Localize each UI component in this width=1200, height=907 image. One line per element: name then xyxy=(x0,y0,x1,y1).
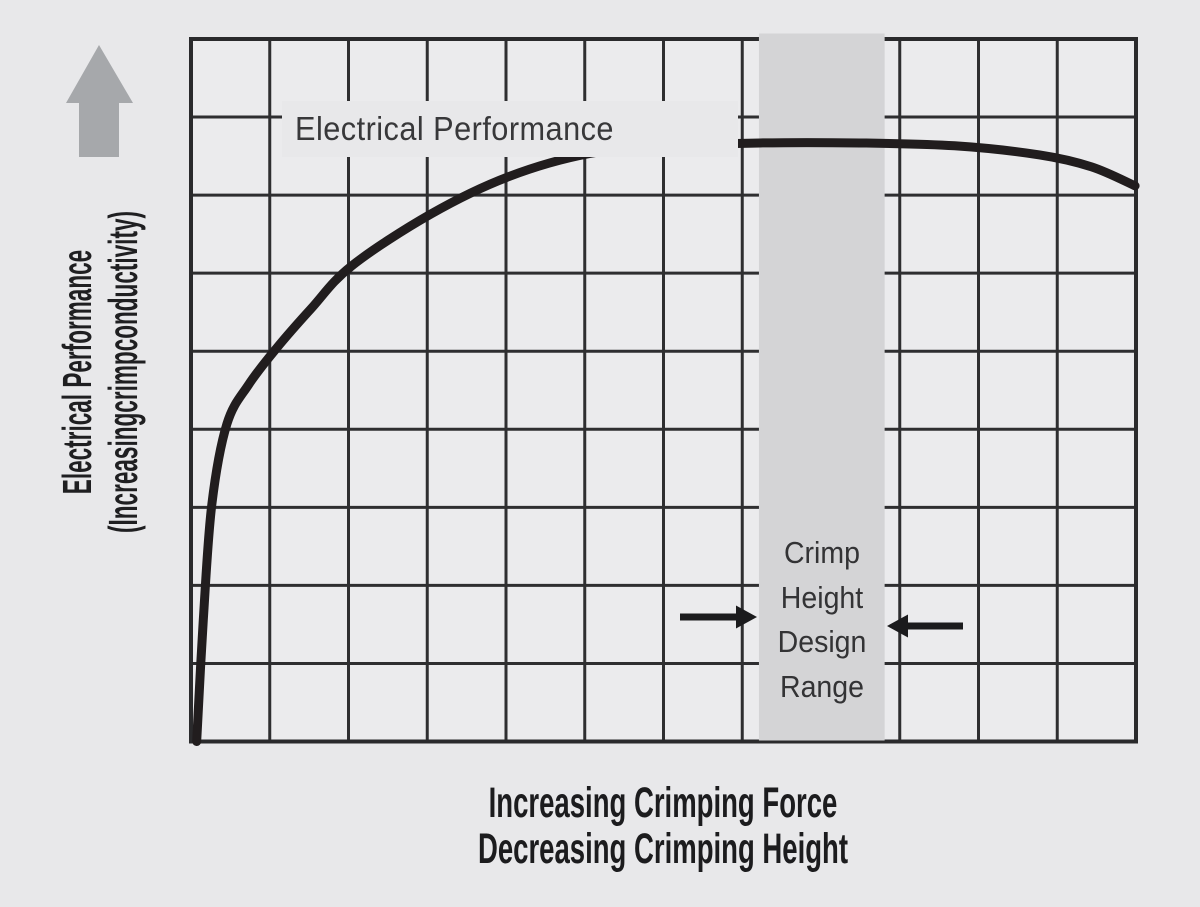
curve-label: Electrical Performance xyxy=(282,101,738,157)
x-axis-label: Increasing Crimping Force Decreasing Cri… xyxy=(374,780,952,872)
y-axis-up-arrow-icon xyxy=(66,45,133,157)
electrical-performance-curve xyxy=(192,138,1140,746)
band-label-line1: Crimp xyxy=(783,535,861,570)
band-left-pointer-arrow-icon xyxy=(680,605,757,629)
band-label: Crimp Height Design Range xyxy=(764,531,880,709)
y-axis-label: Electrical Performance (Increasingcrimpc… xyxy=(54,0,150,822)
band-right-pointer-arrow-icon xyxy=(887,614,963,638)
x-axis-label-line2: Decreasing Crimping Height xyxy=(477,825,849,873)
y-axis-label-line2: (Increasingcrimpconductivity) xyxy=(100,210,146,534)
band-label-line3: Design xyxy=(777,624,867,659)
band-label-line2: Height xyxy=(780,579,864,615)
x-axis-label-line1: Increasing Crimping Force xyxy=(488,779,838,827)
crimp-height-design-range-band xyxy=(758,33,885,741)
y-axis-label-line1: Electrical Performance xyxy=(54,249,100,495)
band-label-line4: Range xyxy=(779,668,865,704)
